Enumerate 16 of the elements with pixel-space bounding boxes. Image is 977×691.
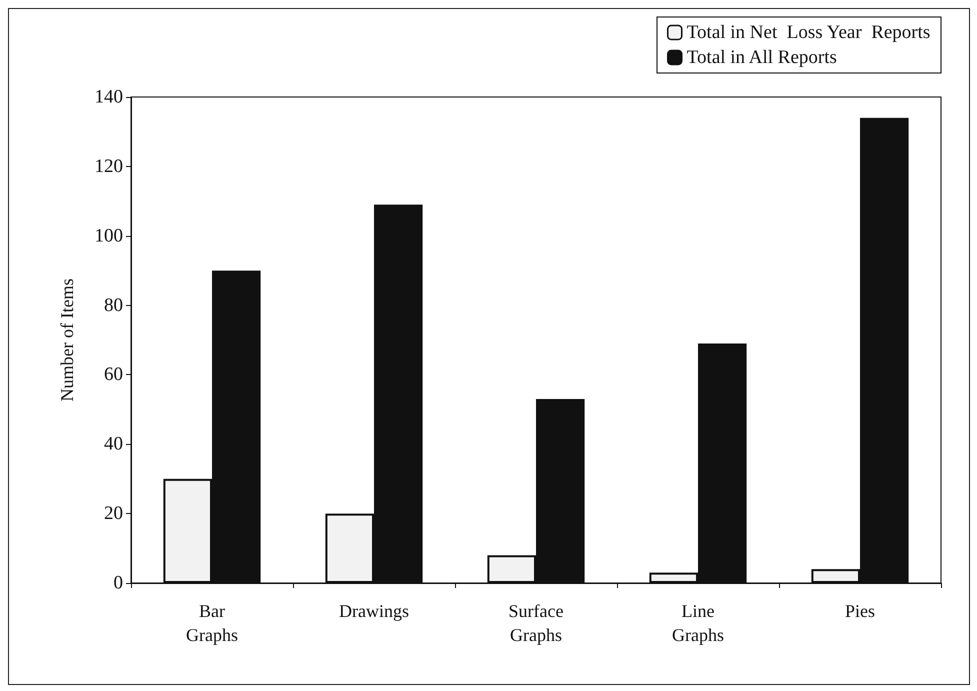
y-tick-label: 100 [94,225,123,246]
x-tick-label: Bar Graphs [186,601,238,645]
legend-label: Total in All Reports [686,47,837,68]
x-tick-label: Surface Graphs [508,601,564,645]
legend-label: Total in Net Loss Year Reports [686,22,930,43]
x-tick-label: Drawings [339,601,409,621]
y-tick-label: 40 [104,434,123,455]
x-tick-label: Pies [844,601,876,621]
x-tick-label: Line Graphs [672,601,724,645]
y-tick-label: 140 [94,86,123,108]
y-tick-label: 0 [114,572,123,594]
y-tick-label: 20 [104,503,123,524]
y-axis-title: Number of Items [57,278,77,402]
y-tick-label: 80 [104,294,123,316]
y-tick-label: 120 [94,156,123,177]
y-tick-label: 60 [104,364,123,386]
